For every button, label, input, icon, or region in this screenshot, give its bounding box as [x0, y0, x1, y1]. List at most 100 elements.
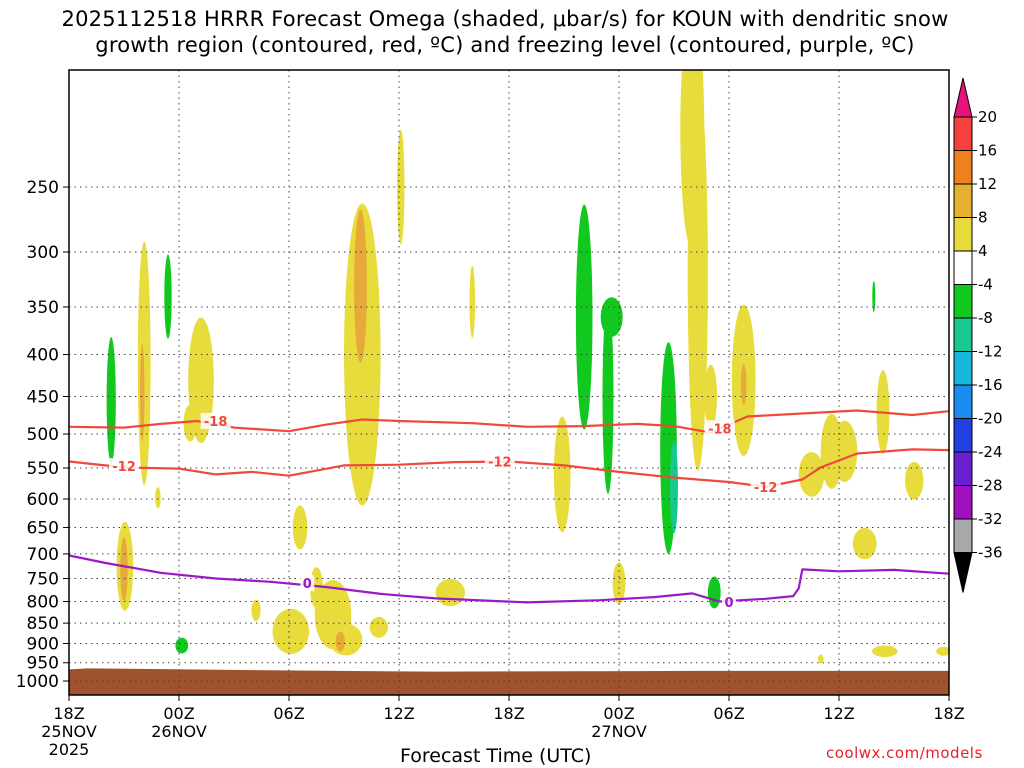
x-tick-label: 12Z — [823, 704, 854, 723]
omega-blob — [397, 129, 405, 245]
colorbar-tick-label: 16 — [978, 142, 997, 160]
colorbar-swatch — [953, 351, 973, 386]
omega-blob — [670, 440, 678, 534]
contour-label: -12 — [754, 481, 778, 496]
x-tick-label: 12Z — [383, 704, 414, 723]
omega-blob — [435, 578, 465, 607]
y-axis: 2503003504004505005506006507007508008509… — [16, 178, 69, 692]
contour-line — [69, 554, 949, 604]
y-tick-label: 600 — [27, 490, 59, 510]
contour-label-bg — [300, 575, 315, 592]
omega-blob — [936, 646, 949, 656]
contour-label: 0 — [303, 577, 312, 592]
colorbar-swatch — [953, 418, 973, 453]
chart-title-line-1: 2025112518 HRRR Forecast Omega (shaded, … — [61, 7, 949, 31]
omega-blob — [704, 364, 718, 429]
colorbar-swatch — [953, 317, 973, 352]
colorbar-tick-label: 8 — [978, 209, 988, 227]
chart-title: 2025112518 HRRR Forecast Omega (shaded, … — [0, 6, 1010, 58]
colorbar-swatch — [953, 485, 973, 520]
contour-label-bg — [109, 458, 139, 475]
omega-blob — [905, 461, 924, 500]
contour-lines: -18 -18 -12 -12 -12 0 0 — [69, 409, 949, 611]
x-tick-label: 27NOV — [591, 722, 647, 741]
x-tick-label: 26NOV — [151, 722, 207, 741]
colorbar-tick-label: -20 — [978, 410, 1003, 428]
y-tick-label: 850 — [27, 614, 59, 634]
omega-blob — [175, 637, 189, 654]
omega-blob — [120, 537, 128, 601]
colorbar-tick-label: 4 — [978, 242, 988, 260]
x-tick-label: 06Z — [713, 704, 744, 723]
colorbar-swatch — [953, 552, 973, 593]
y-tick-label: 750 — [27, 570, 59, 590]
credit-link[interactable]: coolwx.com/models — [826, 744, 983, 762]
omega-blob — [272, 608, 310, 655]
y-tick-label: 650 — [27, 519, 59, 539]
omega-shading — [106, 70, 949, 664]
omega-blob — [852, 527, 877, 560]
omega-blob — [354, 209, 367, 363]
colorbar-tick-label: 12 — [978, 175, 997, 193]
omega-blob — [183, 404, 197, 442]
colorbar-tick-label: -16 — [978, 376, 1003, 394]
colorbar-swatch — [953, 284, 973, 319]
x-tick-label: 06Z — [273, 704, 304, 723]
contour-label: -18 — [708, 422, 732, 437]
x-tick-label: 18Z — [933, 704, 964, 723]
contour-label-bg — [750, 478, 781, 495]
x-tick-label: 25NOV — [41, 722, 97, 741]
colorbar-tick-label: -36 — [978, 544, 1003, 562]
contour-label: 0 — [724, 596, 733, 611]
omega-blob — [106, 337, 116, 464]
omega-blob — [137, 241, 151, 486]
contour-label-bg — [722, 593, 736, 610]
colorbar-tick-label: -4 — [978, 276, 993, 294]
x-axis-title: Forecast Time (UTC) — [400, 745, 592, 767]
omega-blob — [680, 70, 705, 250]
y-tick-label: 250 — [27, 178, 59, 198]
x-tick-label: 18Z — [53, 704, 84, 723]
omega-blob — [469, 265, 476, 339]
colorbar-tick-label: 20 — [978, 108, 997, 126]
colorbar-tick-label: -32 — [978, 510, 1003, 528]
omega-blob — [164, 254, 172, 339]
grid-lines — [69, 70, 949, 695]
y-tick-label: 1000 — [16, 672, 59, 692]
omega-blob — [831, 420, 858, 482]
omega-blob — [329, 623, 363, 656]
colorbar-swatch — [953, 518, 973, 553]
plot-area — [69, 70, 949, 695]
colorbar: 20 16 12 8 4 -4 -8 -12 -16 -20 -24 -28 -32 -36 — [953, 77, 1003, 593]
x-tick-label: 00Z — [603, 704, 634, 723]
contour-line — [69, 448, 949, 488]
contour-label-bg — [200, 412, 231, 429]
omega-blob — [600, 297, 623, 337]
colorbar-swatch — [953, 451, 973, 486]
x-tick-label: 2025 — [49, 740, 90, 759]
omega-blob — [612, 562, 626, 605]
colorbar-tick-label: -24 — [978, 443, 1003, 461]
omega-blob — [707, 576, 721, 609]
y-tick-label: 950 — [27, 654, 59, 674]
contour-label: -12 — [112, 460, 136, 475]
x-tick-label: 00Z — [163, 704, 194, 723]
contour-label-bg — [484, 453, 515, 470]
x-tick-label: 18Z — [493, 704, 524, 723]
y-tick-label: 350 — [27, 298, 59, 318]
omega-blob — [553, 416, 571, 533]
colorbar-swatch — [953, 77, 973, 118]
omega-blob — [251, 599, 261, 622]
omega-blob — [872, 280, 876, 313]
y-tick-label: 800 — [27, 593, 59, 613]
omega-blob — [369, 616, 388, 638]
y-tick-label: 500 — [27, 425, 59, 445]
colorbar-swatch — [953, 250, 973, 285]
omega-blob — [335, 631, 345, 652]
omega-blob — [872, 645, 898, 658]
y-tick-label: 700 — [27, 545, 59, 565]
colorbar-tick-label: -12 — [978, 343, 1003, 361]
omega-blob — [817, 654, 824, 664]
